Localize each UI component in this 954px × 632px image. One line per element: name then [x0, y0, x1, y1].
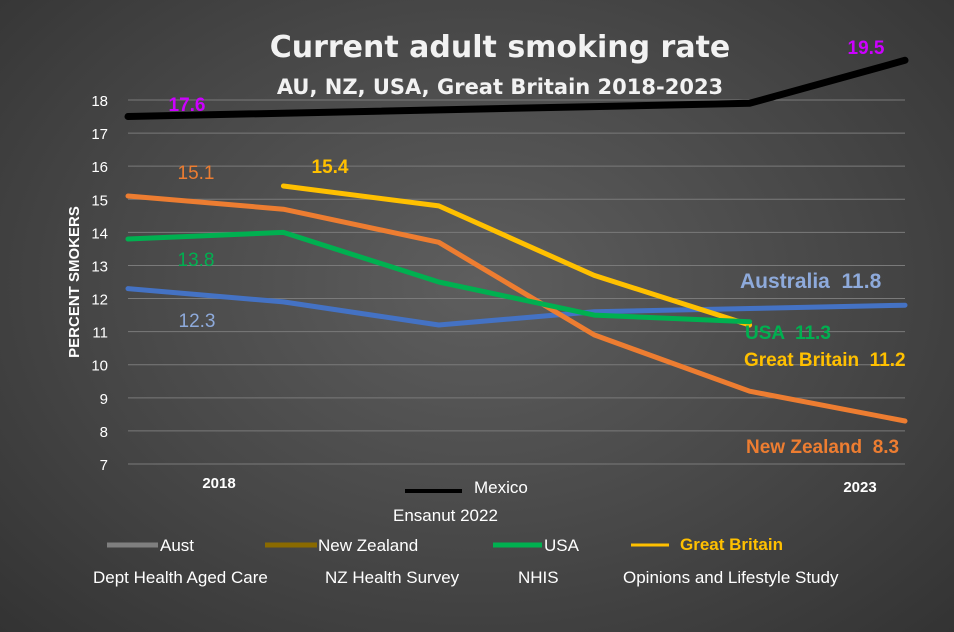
legend-label-usa: USA [544, 536, 580, 555]
legend-label-great-britain: Great Britain [680, 535, 783, 554]
legend-label-mexico: Mexico [474, 478, 528, 497]
data-label-great-britain-end: Great Britain 11.2 [744, 350, 906, 371]
y-tick-14: 14 [91, 225, 108, 242]
legend-source-mexico: Ensanut 2022 [393, 506, 498, 525]
legend-label-aust: Aust [160, 536, 194, 555]
data-label-new-zealand-end: New Zealand 8.3 [746, 437, 899, 458]
data-label-usa-end: USA 11.3 [745, 323, 831, 344]
chart-title: Current adult smoking rate [270, 30, 731, 65]
x-tick-2018: 2018 [202, 475, 235, 492]
series-labels: 12.3 Australia 11.8 15.1 New Zealand 8.3 13.… [169, 38, 906, 458]
chart-subtitle: AU, NZ, USA, Great Britain 2018-2023 [277, 75, 723, 99]
y-tick-15: 15 [91, 192, 108, 209]
data-label-new-zealand-start: 15.1 [178, 163, 215, 184]
data-label-australia-start: 12.3 [179, 311, 216, 332]
series-line-great-britain [280, 183, 753, 328]
y-tick-8: 8 [100, 424, 108, 441]
legend-source-new-zealand: NZ Health Survey [325, 568, 460, 587]
y-tick-17: 17 [91, 126, 108, 143]
series-line-usa [125, 229, 753, 325]
y-tick-16: 16 [91, 159, 108, 176]
y-tick-7: 7 [100, 457, 108, 474]
x-tick-2023: 2023 [843, 479, 876, 496]
data-label-great-britain-start: 15.4 [312, 157, 349, 178]
y-tick-11: 11 [92, 325, 108, 342]
series-line-australia [125, 286, 908, 328]
y-tick-9: 9 [100, 391, 108, 408]
legend-label-new-zealand: New Zealand [318, 536, 418, 555]
data-label-mexico-end: 19.5 [848, 38, 885, 59]
series-line-new-zealand [125, 193, 908, 424]
legend-source-aust: Dept Health Aged Care [93, 568, 268, 587]
y-axis-ticks: 7 8 9 10 11 12 13 14 15 16 17 18 [91, 93, 108, 474]
legend-source-great-britain: Opinions and Lifestyle Study [623, 568, 839, 587]
series-line-mexico [124, 56, 909, 120]
series-lines [124, 56, 909, 424]
y-tick-10: 10 [91, 358, 108, 375]
data-label-mexico-start: 17.6 [169, 95, 206, 116]
data-label-usa-start: 13.8 [178, 250, 215, 271]
legend-source-usa: NHIS [518, 568, 559, 587]
y-tick-12: 12 [91, 292, 108, 309]
y-axis-label: PERCENT SMOKERS [66, 206, 83, 358]
data-label-australia-end: Australia 11.8 [740, 270, 882, 293]
y-tick-18: 18 [91, 93, 108, 110]
y-tick-13: 13 [91, 258, 108, 275]
